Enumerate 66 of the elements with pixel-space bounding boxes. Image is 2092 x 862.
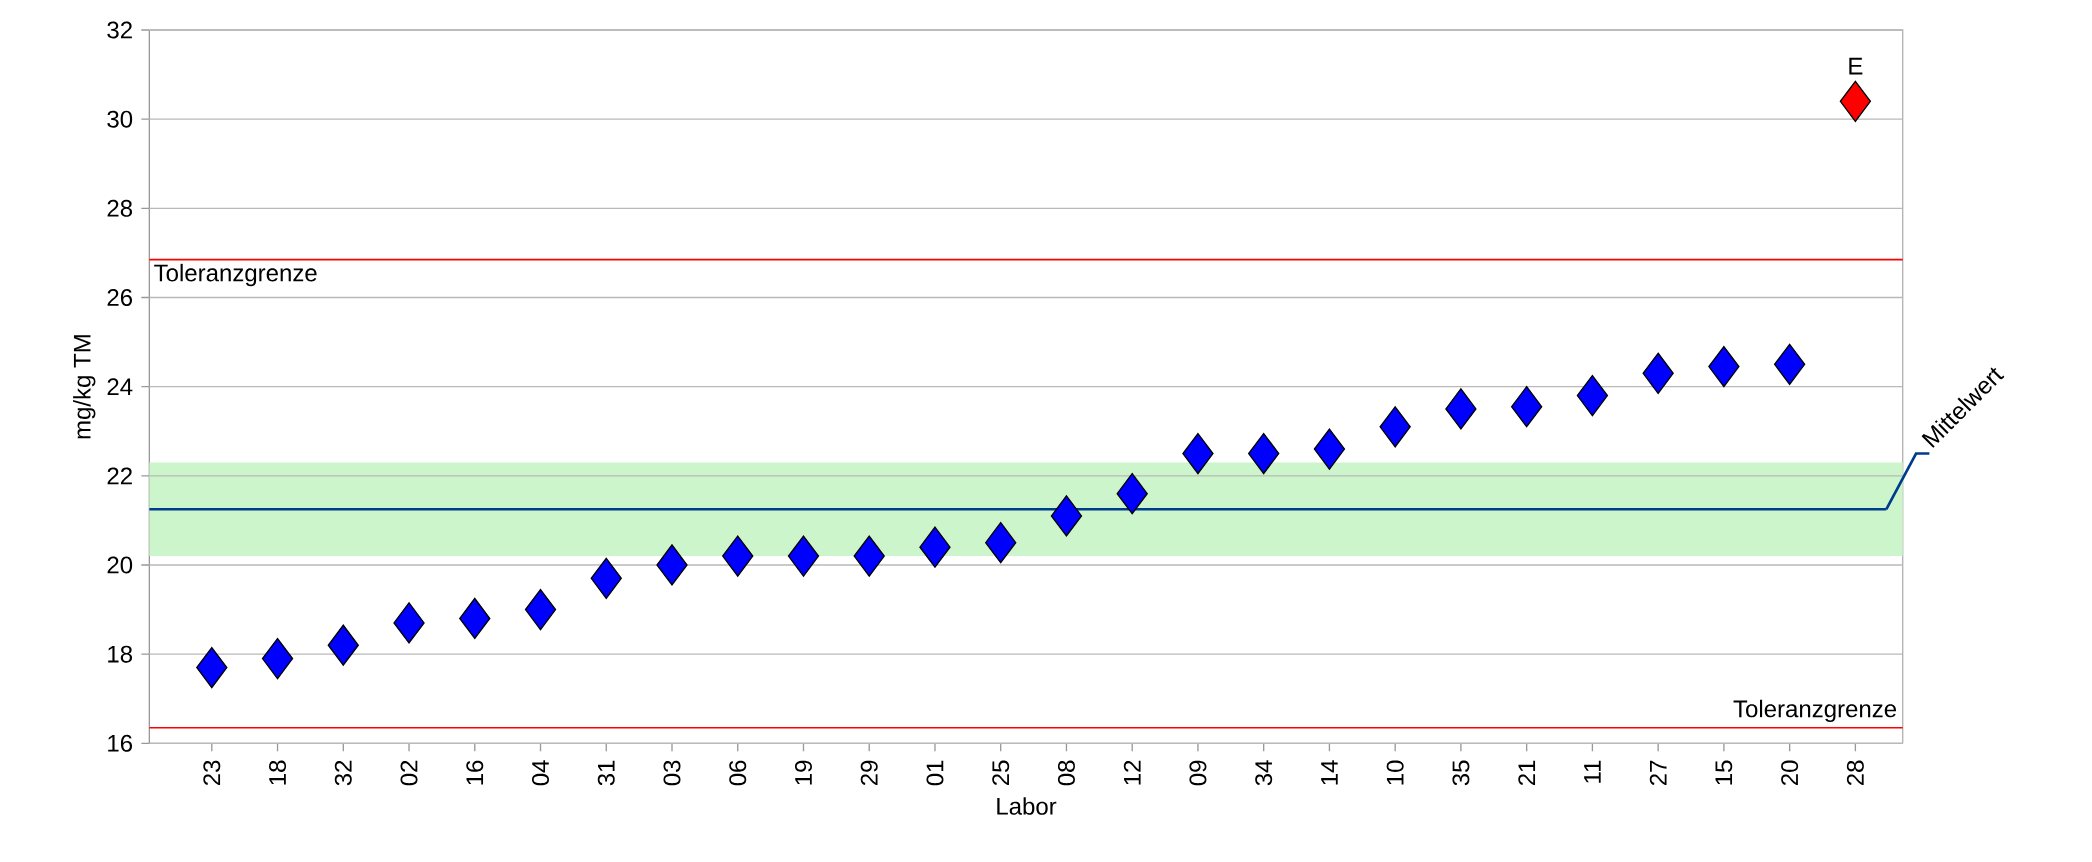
point (1642, 352, 1674, 394)
y-tick-label: 26 (107, 288, 133, 306)
point (1510, 386, 1543, 428)
annotation: E (1849, 57, 1863, 75)
point (1576, 374, 1609, 417)
point (590, 557, 622, 600)
point (1708, 345, 1740, 388)
y-tick-label: 32 (107, 21, 132, 39)
y-tick-label: 18 (108, 645, 133, 663)
y-tick-label: 16 (108, 734, 133, 752)
x-axis-title: Labor (997, 797, 1057, 815)
x-tick-label: 28 (1846, 760, 1864, 786)
x-tick-label: 31 (597, 760, 615, 786)
point (393, 602, 425, 644)
y-tick-label: 30 (107, 110, 133, 128)
ref-line-label: Toleranzgrenze (154, 263, 317, 287)
point (196, 646, 228, 689)
x-tick-label: 27 (1649, 760, 1667, 786)
point (1248, 432, 1280, 475)
x-tick-label: 02 (400, 760, 418, 786)
x-tick-label: 01 (926, 760, 944, 786)
y-axis-title: mg/kg TM (73, 335, 96, 439)
x-tick-label: 20 (1781, 760, 1799, 786)
y-tick-label: 24 (107, 378, 133, 396)
x-tick-label: 19 (794, 760, 812, 785)
x-tick-label: 04 (532, 760, 550, 786)
x-tick-label: 35 (1452, 760, 1470, 786)
point (1182, 432, 1214, 475)
y-tick-label: 28 (107, 199, 133, 217)
x-tick-label: 29 (860, 760, 878, 786)
ref-line-label: Toleranzgrenze (1733, 699, 1897, 723)
point (787, 535, 820, 577)
x-tick-label: 18 (269, 760, 287, 785)
point (524, 588, 557, 631)
x-tick-label: 23 (203, 760, 221, 786)
point (1445, 388, 1477, 430)
point (261, 637, 294, 680)
point (985, 522, 1017, 564)
point (1379, 406, 1411, 448)
y-tick-label: 20 (107, 556, 133, 574)
x-tick-label: 25 (992, 760, 1010, 786)
point (656, 544, 688, 586)
x-tick-label: 08 (1057, 760, 1075, 786)
point (1773, 343, 1806, 386)
x-tick-label: 21 (1518, 760, 1536, 786)
x-tick-label: 32 (334, 760, 352, 786)
point (853, 535, 885, 577)
point (1116, 472, 1148, 515)
x-tick-label: 16 (466, 760, 484, 785)
x-tick-label: 12 (1123, 760, 1141, 785)
x-tick-label: 03 (663, 760, 681, 786)
point (1313, 428, 1346, 470)
point (722, 535, 754, 577)
y-tick-label: 22 (107, 467, 132, 485)
point (919, 526, 951, 568)
x-tick-label: 06 (729, 760, 747, 786)
x-tick-label: 15 (1715, 760, 1733, 785)
x-tick-label: 34 (1255, 760, 1273, 786)
point (1050, 495, 1083, 537)
x-tick-label: 11 (1584, 760, 1601, 783)
x-tick-label: 09 (1189, 760, 1207, 786)
point (1839, 80, 1872, 122)
point (459, 597, 491, 640)
point (327, 624, 359, 666)
x-tick-label: 10 (1386, 760, 1404, 785)
x-tick-label: 14 (1321, 760, 1338, 785)
